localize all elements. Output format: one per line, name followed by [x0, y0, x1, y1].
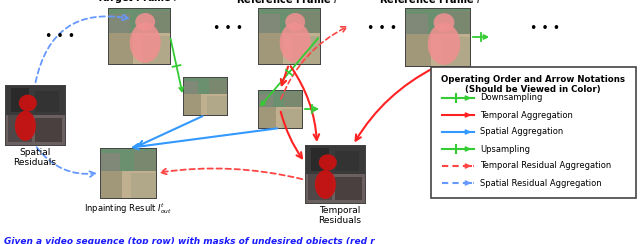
Text: Temporal Residual Aggregation: Temporal Residual Aggregation [480, 162, 611, 171]
Text: • • •: • • • [213, 21, 243, 34]
Bar [131, 173, 156, 198]
Bar [5, 85, 65, 115]
Bar [183, 94, 227, 115]
Bar [305, 145, 365, 174]
Text: • • •: • • • [45, 30, 75, 42]
Bar [258, 33, 283, 64]
Bar [258, 8, 320, 64]
Ellipse shape [130, 22, 161, 63]
Text: Downsampling: Downsampling [480, 93, 542, 102]
Bar [258, 33, 320, 64]
Text: (Should be Viewed in Color): (Should be Viewed in Color) [465, 85, 601, 94]
Text: Target Frame $I^t$: Target Frame $I^t$ [96, 0, 182, 6]
Bar [5, 115, 65, 145]
Bar [335, 151, 359, 171]
Bar [183, 77, 227, 94]
Bar [11, 88, 29, 112]
Bar [305, 174, 365, 203]
Bar [258, 90, 302, 128]
Text: • • •: • • • [367, 21, 397, 34]
Bar [405, 34, 431, 66]
Text: Reference Frame $I^{r+n}$: Reference Frame $I^{r+n}$ [378, 0, 497, 6]
Bar [405, 8, 470, 34]
Bar [405, 14, 428, 34]
Bar [258, 107, 302, 128]
Bar [335, 177, 362, 200]
Bar [209, 79, 227, 94]
Bar [35, 118, 62, 142]
Bar [405, 8, 470, 66]
Text: Operating Order and Arrow Notations: Operating Order and Arrow Notations [441, 75, 625, 84]
Bar [405, 8, 470, 66]
Bar [258, 8, 320, 33]
Bar [134, 151, 156, 171]
Bar [183, 94, 200, 115]
Bar [100, 153, 120, 171]
Bar [405, 34, 470, 66]
Bar [258, 90, 302, 107]
Bar [305, 145, 365, 203]
Bar [100, 148, 156, 171]
Bar [258, 14, 280, 33]
Bar [145, 11, 170, 33]
Text: Spatial
Residuals: Spatial Residuals [13, 148, 56, 167]
Text: Spatial Residual Aggregation: Spatial Residual Aggregation [480, 179, 602, 187]
Bar [444, 11, 470, 34]
Text: Upsampling: Upsampling [480, 144, 530, 153]
Bar [8, 115, 32, 142]
Bar [5, 85, 65, 145]
Bar [282, 109, 302, 128]
Bar [305, 145, 365, 203]
Bar [108, 8, 170, 64]
Text: Temporal Aggregation: Temporal Aggregation [480, 111, 573, 120]
Ellipse shape [428, 23, 460, 65]
Bar [100, 171, 122, 198]
Text: Given a video sequence (top row) with masks of undesired objects (red r: Given a video sequence (top row) with ma… [4, 237, 375, 244]
Ellipse shape [285, 13, 305, 31]
Bar [258, 90, 302, 128]
Bar [100, 148, 156, 198]
Bar [100, 171, 156, 198]
Text: Spatial Aggregation: Spatial Aggregation [480, 128, 563, 136]
Text: Inpainting Result $I^t_{out}$: Inpainting Result $I^t_{out}$ [84, 201, 172, 216]
Text: Temporal
Residuals: Temporal Residuals [319, 206, 362, 225]
Bar [183, 81, 198, 94]
Bar [108, 8, 170, 33]
Bar [108, 33, 170, 64]
Bar [108, 8, 170, 64]
Bar [441, 37, 470, 66]
Bar [258, 8, 320, 64]
Bar [108, 33, 133, 64]
Ellipse shape [135, 13, 155, 31]
Ellipse shape [434, 13, 454, 32]
Bar [308, 174, 332, 200]
Bar [284, 92, 302, 107]
Bar [207, 96, 227, 115]
Ellipse shape [19, 95, 36, 112]
Bar [5, 85, 65, 145]
Text: Reference Frame $I^r$: Reference Frame $I^r$ [236, 0, 342, 6]
Bar [142, 36, 170, 64]
Bar [292, 36, 320, 64]
Bar [183, 77, 227, 115]
Bar [35, 91, 59, 112]
Bar [183, 77, 227, 115]
Bar [295, 11, 320, 33]
Ellipse shape [280, 22, 310, 63]
Bar [100, 148, 156, 198]
Ellipse shape [315, 170, 336, 199]
Bar [311, 148, 329, 171]
FancyBboxPatch shape [431, 67, 636, 197]
Bar [258, 94, 273, 107]
Ellipse shape [15, 111, 36, 141]
Ellipse shape [319, 154, 337, 171]
Bar [258, 107, 276, 128]
Text: • • •: • • • [530, 21, 560, 34]
Bar [108, 14, 130, 33]
